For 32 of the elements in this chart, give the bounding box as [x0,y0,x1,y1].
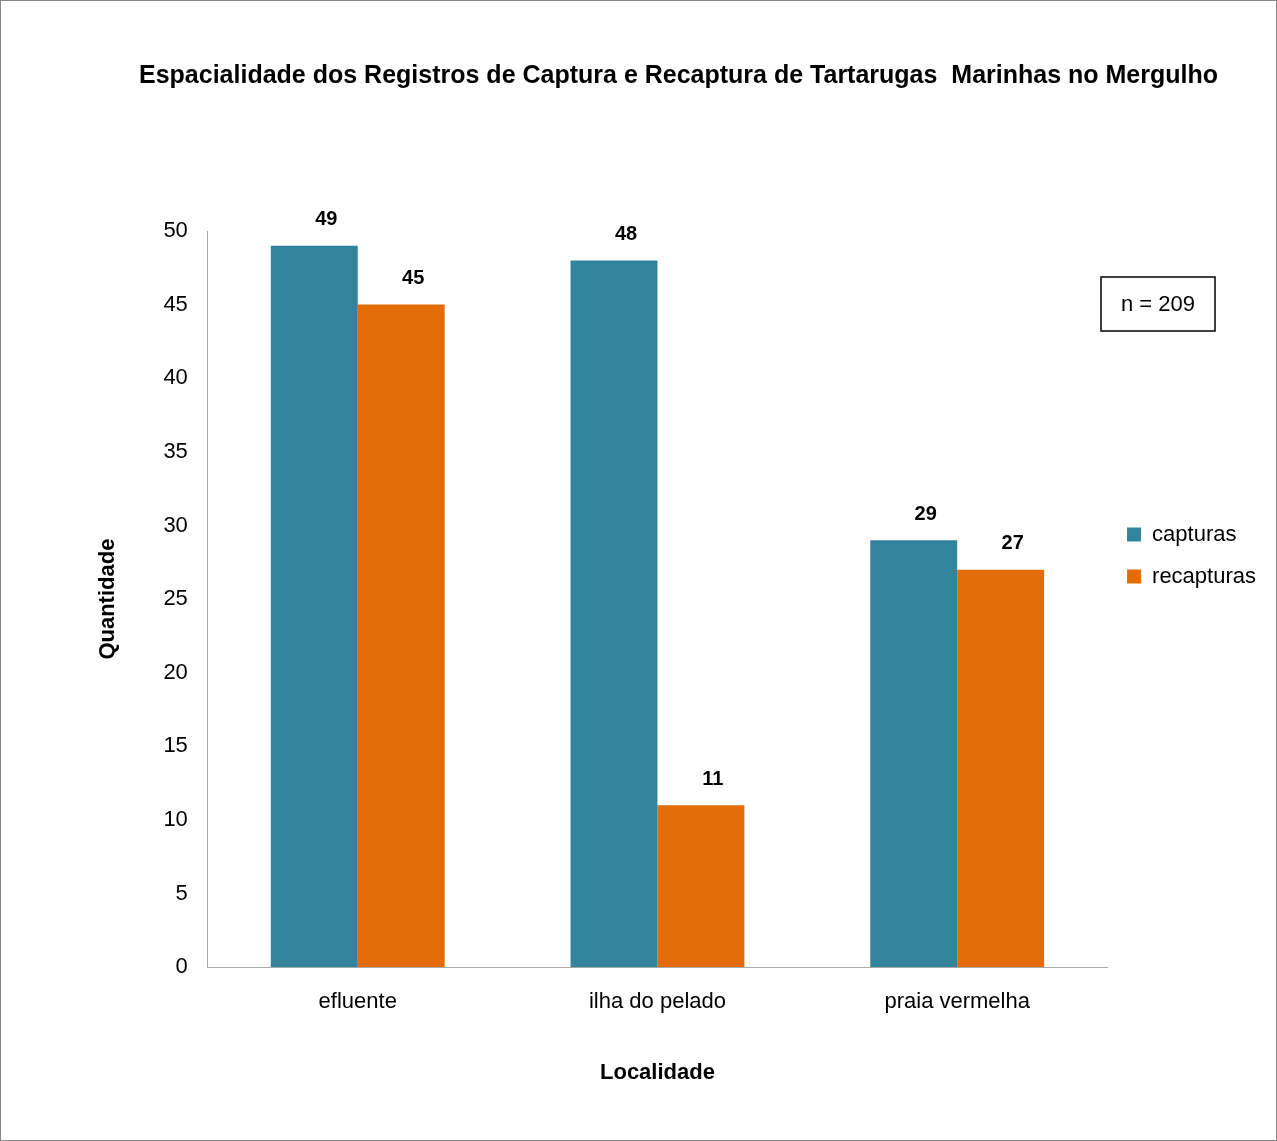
text: n = 209 [1121,291,1196,317]
y-tick-label: 5 [175,879,188,905]
x-tick-label: efluente [318,988,397,1014]
chart-title: Espacialidade dos Registros de Captura e Recaptura de Tartarugas Marinhas no Mergulho [139,59,1218,88]
data-label: 29 [914,501,937,524]
y-tick-label: 40 [163,364,188,390]
y-tick-label: 35 [163,437,188,463]
y-tick-label: 25 [163,585,188,611]
y-axis-title: Quantidade [94,538,120,660]
x-axis-title: Localidade [600,1058,715,1084]
y-tick-label: 0 [175,953,188,979]
bar [957,569,1045,968]
data-label: 48 [614,221,638,244]
data-label: 49 [315,207,338,230]
y-tick-label: 50 [163,217,188,243]
data-label: 45 [402,266,425,289]
legend-label: capturas [1152,520,1237,546]
y-tick-label: 20 [163,658,188,684]
data-label: 27 [1001,531,1024,554]
y-tick-label: 10 [163,806,188,832]
x-tick-label: praia vermelha [884,988,1031,1014]
y-tick-label: 30 [163,511,188,537]
bar [870,540,958,968]
data-label: 11 [702,766,724,789]
y-tick-label: 45 [163,290,188,316]
bar [357,304,445,968]
bar [270,245,358,968]
bar [657,805,745,968]
x-tick-label: ilha do pelado [588,988,726,1014]
bar [570,260,658,968]
legend-label: recapturas [1152,562,1257,588]
y-tick-label: 15 [163,732,188,758]
